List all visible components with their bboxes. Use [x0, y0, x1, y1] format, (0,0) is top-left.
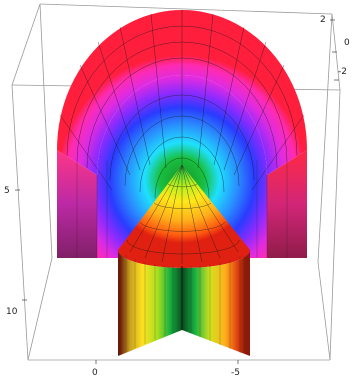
tick-marks	[15, 19, 339, 364]
tick-label-right-top: 2	[320, 15, 326, 25]
tick-label-bottom-left: 0	[92, 368, 98, 378]
front-wall	[118, 250, 250, 356]
tick-label-left-upper: 5	[4, 186, 10, 196]
tick-label-right-bot: -2	[338, 67, 347, 77]
cone-surface	[118, 164, 250, 268]
tick-label-bottom-right: -5	[231, 368, 240, 378]
tick-label-left-lower: 10	[6, 307, 18, 317]
inner-wall-lines	[76, 160, 288, 258]
tick-label-right-mid: 0	[344, 38, 350, 48]
bounding-box-front	[27, 257, 331, 361]
